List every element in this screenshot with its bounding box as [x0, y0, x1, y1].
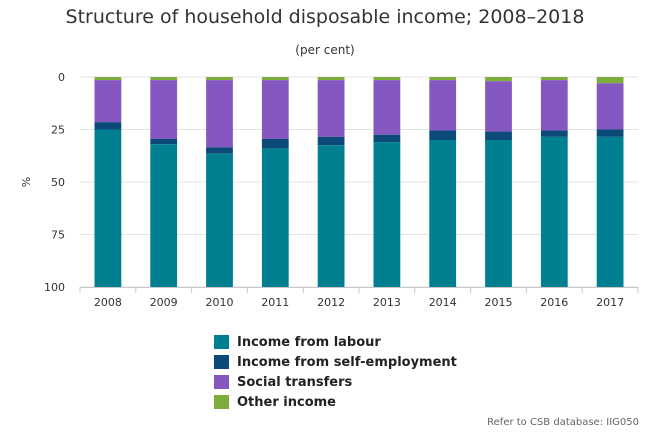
- bar-segment: [261, 138, 289, 149]
- legend-label: Income from labour: [237, 334, 381, 350]
- bar-segment: [540, 77, 568, 81]
- bar-segment: [317, 145, 345, 287]
- bar-segment: [596, 136, 624, 287]
- x-tick-label: 2013: [373, 296, 401, 309]
- x-tick-label: 2012: [317, 296, 345, 309]
- bar-segment: [94, 80, 122, 123]
- bar-segment: [317, 77, 345, 81]
- bar-segment: [485, 140, 512, 287]
- legend-item[interactable]: Other income: [214, 392, 457, 412]
- y-tick-label: 50: [51, 176, 65, 189]
- chart-title: Structure of household disposable income…: [65, 6, 585, 28]
- bar-segment: [261, 80, 289, 139]
- y-tick-label: 100: [44, 281, 65, 294]
- x-tick-label: 2008: [94, 296, 122, 309]
- y-tick-label: 75: [51, 229, 65, 242]
- bar-segment: [373, 77, 401, 81]
- legend-swatch: [214, 375, 229, 389]
- bar-segment: [373, 134, 401, 143]
- legend-label: Other income: [237, 394, 336, 410]
- bar-segment: [150, 80, 178, 139]
- bar-segment: [94, 129, 122, 287]
- bar-segment: [261, 77, 289, 81]
- legend-label: Income from self-employment: [237, 354, 457, 370]
- legend-item[interactable]: Income from self-employment: [214, 352, 457, 372]
- bar-segment: [206, 153, 233, 287]
- legend-item[interactable]: Social transfers: [214, 372, 457, 392]
- bar-segment: [94, 77, 122, 81]
- bar-segment: [206, 77, 233, 81]
- y-axis-label: %: [20, 177, 33, 187]
- bar-segment: [429, 80, 457, 131]
- bar-segment: [596, 77, 624, 84]
- bar-segment: [261, 148, 289, 287]
- bar-segment: [317, 80, 345, 137]
- bar-segment: [596, 83, 624, 130]
- source-note: Refer to CSB database: IIG050: [487, 417, 639, 428]
- bar-segment: [429, 130, 457, 140]
- bar-segment: [373, 80, 401, 135]
- legend-swatch: [214, 335, 229, 349]
- bar-segment: [429, 140, 457, 287]
- bar-segment: [540, 136, 568, 287]
- chart-subtitle: (per cent): [295, 43, 355, 57]
- chart-legend: Income from labour Income from self-emplo…: [214, 332, 457, 412]
- legend-swatch: [214, 395, 229, 409]
- x-tick-label: 2017: [596, 296, 624, 309]
- bar-segment: [429, 77, 457, 81]
- x-tick-label: 2010: [206, 296, 234, 309]
- bar-segment: [373, 142, 401, 287]
- legend-swatch: [214, 355, 229, 369]
- legend-label: Social transfers: [237, 374, 353, 390]
- bar-segment: [485, 77, 512, 82]
- y-tick-label: 25: [51, 124, 65, 137]
- bar-segment: [596, 129, 624, 137]
- bar-segment: [485, 131, 512, 140]
- bar-segment: [206, 80, 233, 148]
- bar-segment: [206, 147, 233, 154]
- bar-segment: [540, 130, 568, 137]
- x-tick-label: 2016: [540, 296, 568, 309]
- bar-segment: [150, 77, 178, 81]
- x-tick-label: 2014: [429, 296, 457, 309]
- stacked-bar-chart: 0 25 50 75 100% 2008 2009 2010 2011 2012 2013 2014 2…: [20, 71, 639, 309]
- x-tick-label: 2011: [261, 296, 289, 309]
- legend-item[interactable]: Income from labour: [214, 332, 457, 352]
- y-tick-label: 0: [58, 71, 65, 84]
- bar-segment: [540, 80, 568, 131]
- bar-segment: [94, 122, 122, 130]
- bar-segment: [485, 81, 512, 132]
- bar-segment: [317, 136, 345, 146]
- bar-segment: [150, 138, 178, 145]
- x-tick-label: 2009: [150, 296, 178, 309]
- bar-segment: [150, 144, 178, 287]
- x-tick-label: 2015: [485, 296, 513, 309]
